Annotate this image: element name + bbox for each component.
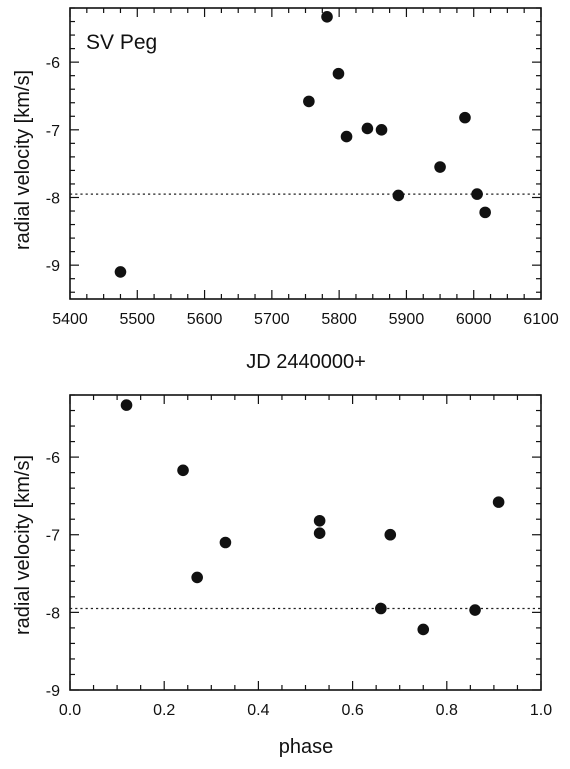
- bottom-data-point-10: [469, 604, 481, 616]
- bottom-data-point-3: [191, 571, 203, 584]
- x-tick-label: 0.4: [247, 702, 269, 719]
- x-tick-label: 5700: [254, 311, 290, 328]
- top-data-point-7: [375, 124, 388, 136]
- top-data-point-2: [303, 95, 315, 108]
- top-panel-title: SV Peg: [86, 31, 157, 54]
- x-tick-label: 0.2: [153, 702, 175, 719]
- y-tick-label: -6: [46, 450, 60, 467]
- top-data-point-12: [479, 206, 491, 219]
- x-tick-label: 5600: [187, 311, 223, 328]
- x-tick-label: 1.0: [530, 702, 552, 719]
- top-x-axis-label: JD 2440000+: [246, 351, 366, 373]
- top-y-axis-label: radial velocity [km/s]: [12, 70, 34, 250]
- bottom-data-point-5: [313, 514, 326, 527]
- top-data-point-4: [332, 67, 345, 80]
- top-data-point-1: [114, 266, 127, 278]
- bottom-y-axis-label: radial velocity [km/s]: [12, 455, 34, 635]
- bottom-data-point-6: [313, 527, 326, 539]
- top-data-point-6: [361, 122, 374, 135]
- x-tick-label: 0.6: [341, 702, 363, 719]
- x-tick-label: 5400: [52, 311, 88, 328]
- y-tick-label: -8: [46, 190, 60, 207]
- x-tick-label: 6100: [523, 311, 559, 328]
- top-data-point-10: [459, 111, 471, 124]
- y-tick-label: -9: [46, 258, 60, 275]
- y-tick-label: -7: [46, 123, 60, 140]
- bottom-x-axis-label: phase: [279, 736, 334, 758]
- top-panel: SV Peg radial velocity [km/s] JD 2440000…: [12, 7, 559, 373]
- bottom-plot-frame: [69, 394, 542, 691]
- x-tick-label: 5800: [321, 311, 357, 328]
- y-tick-label: -8: [46, 605, 60, 622]
- y-tick-label: -9: [46, 683, 60, 700]
- top-data-point-8: [392, 189, 405, 202]
- y-tick-label: -7: [46, 528, 60, 545]
- x-tick-label: 0.8: [436, 702, 458, 719]
- x-tick-label: 0.0: [59, 702, 81, 719]
- top-data-point-3: [321, 10, 333, 23]
- x-tick-label: 6000: [456, 311, 492, 328]
- bottom-data-point-9: [417, 623, 430, 636]
- top-data-point-9: [434, 161, 446, 173]
- top-data-point-11: [471, 188, 483, 200]
- bottom-panel: radial velocity [km/s] phase 0.0 0.2 0.4 0.…: [12, 394, 552, 758]
- bottom-data-point-1: [120, 399, 133, 411]
- top-data-point-5: [340, 130, 353, 143]
- bottom-data-point-2: [177, 464, 189, 477]
- x-tick-label: 5900: [389, 311, 425, 328]
- y-tick-label: -6: [46, 55, 60, 72]
- bottom-data-point-11: [492, 496, 505, 508]
- bottom-data-point-7: [375, 602, 387, 615]
- x-tick-label: 5500: [119, 311, 155, 328]
- bottom-data-point-4: [219, 536, 232, 549]
- bottom-data-point-8: [384, 528, 397, 541]
